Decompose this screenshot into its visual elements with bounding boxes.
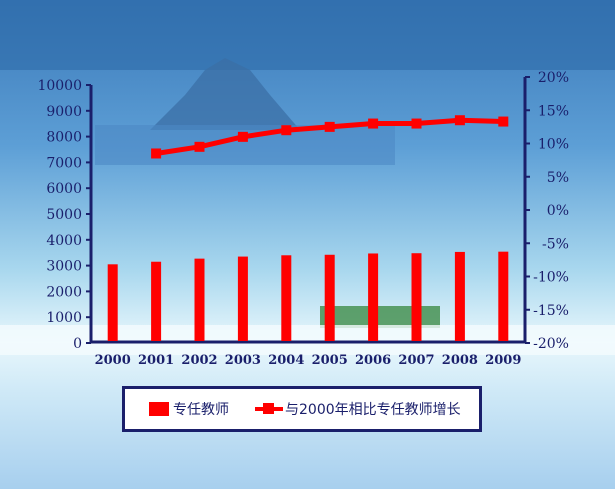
right-tick-label: -20% [533,336,569,352]
x-tick-label: 2000 [95,353,131,368]
right-tick-label: 15% [538,103,569,119]
bar [107,264,118,341]
line-series [151,115,509,159]
line-marker [368,118,379,129]
line-marker [281,125,292,136]
left-tick-label: 3000 [46,259,82,275]
line-marker [151,148,162,159]
legend-line-swatch [255,402,283,416]
x-tick-label: 2002 [181,353,217,368]
x-tick-label: 2009 [485,353,521,368]
sky-band [0,0,615,70]
x-tick-label: 2005 [312,353,348,368]
line-marker [237,131,248,142]
legend-bar-swatch [149,402,169,416]
bar [151,261,162,341]
bar [368,253,379,341]
x-tick-label: 2003 [225,353,261,368]
legend-bar-label: 专任教师 [173,402,229,418]
line-marker [411,118,422,129]
x-tick-label: 2001 [138,353,174,368]
bar-series [107,251,509,341]
pagoda-silhouette [150,58,300,130]
category-labels: 2000 2001 2002 2003 2004 2005 2006 2007 2008 2009 [95,353,522,368]
bar [324,254,335,341]
bar [194,258,205,341]
bar [411,253,422,341]
bar [281,255,292,341]
trees-strip [320,306,440,328]
legend-line-label: 与2000年相比专任教师增长 [285,402,461,418]
x-tick-label: 2008 [442,353,478,368]
line-marker [498,116,509,127]
right-tick-label: 5% [547,170,569,186]
left-tick-label: 4000 [46,233,82,249]
bar [237,256,248,341]
right-tick-label: 0% [547,203,569,219]
line-marker [194,141,205,152]
legend: 专任教师 与2000年相比专任教师增长 [122,386,482,432]
ground-strip [0,325,615,355]
right-tick-label: -15% [533,303,569,319]
x-tick-label: 2006 [355,353,391,368]
bar [454,251,465,341]
left-tick-label: 7000 [46,155,82,171]
x-tick-label: 2007 [398,353,434,368]
left-tick-label: 1000 [46,310,82,326]
left-tick-label: 6000 [46,181,82,197]
left-tick-label: 0 [73,336,82,352]
right-tick-label: -5% [542,236,569,252]
legend-item-line: 与2000年相比专任教师增长 [255,399,461,419]
right-tick-label: -10% [533,270,569,286]
x-tick-label: 2004 [268,353,304,368]
right-tick-label: 10% [538,137,569,153]
right-tick-labels: -20% -15% -10% -5% 0% 5% 10% 15% 20% [525,70,569,352]
line-marker [454,115,465,126]
left-tick-label: 2000 [46,284,82,300]
left-tick-label: 8000 [46,130,82,146]
legend-item-bar: 专任教师 [149,399,229,419]
building-silhouette [95,125,395,165]
left-tick-label: 5000 [46,207,82,223]
bar [498,251,509,341]
left-tick-label: 10000 [37,78,82,94]
left-tick-labels: 0 1000 2000 3000 4000 5000 6000 7000 8000 9000 100… [37,78,91,352]
left-tick-label: 9000 [46,104,82,120]
right-tick-label: 20% [538,70,569,86]
line-marker [324,121,335,132]
